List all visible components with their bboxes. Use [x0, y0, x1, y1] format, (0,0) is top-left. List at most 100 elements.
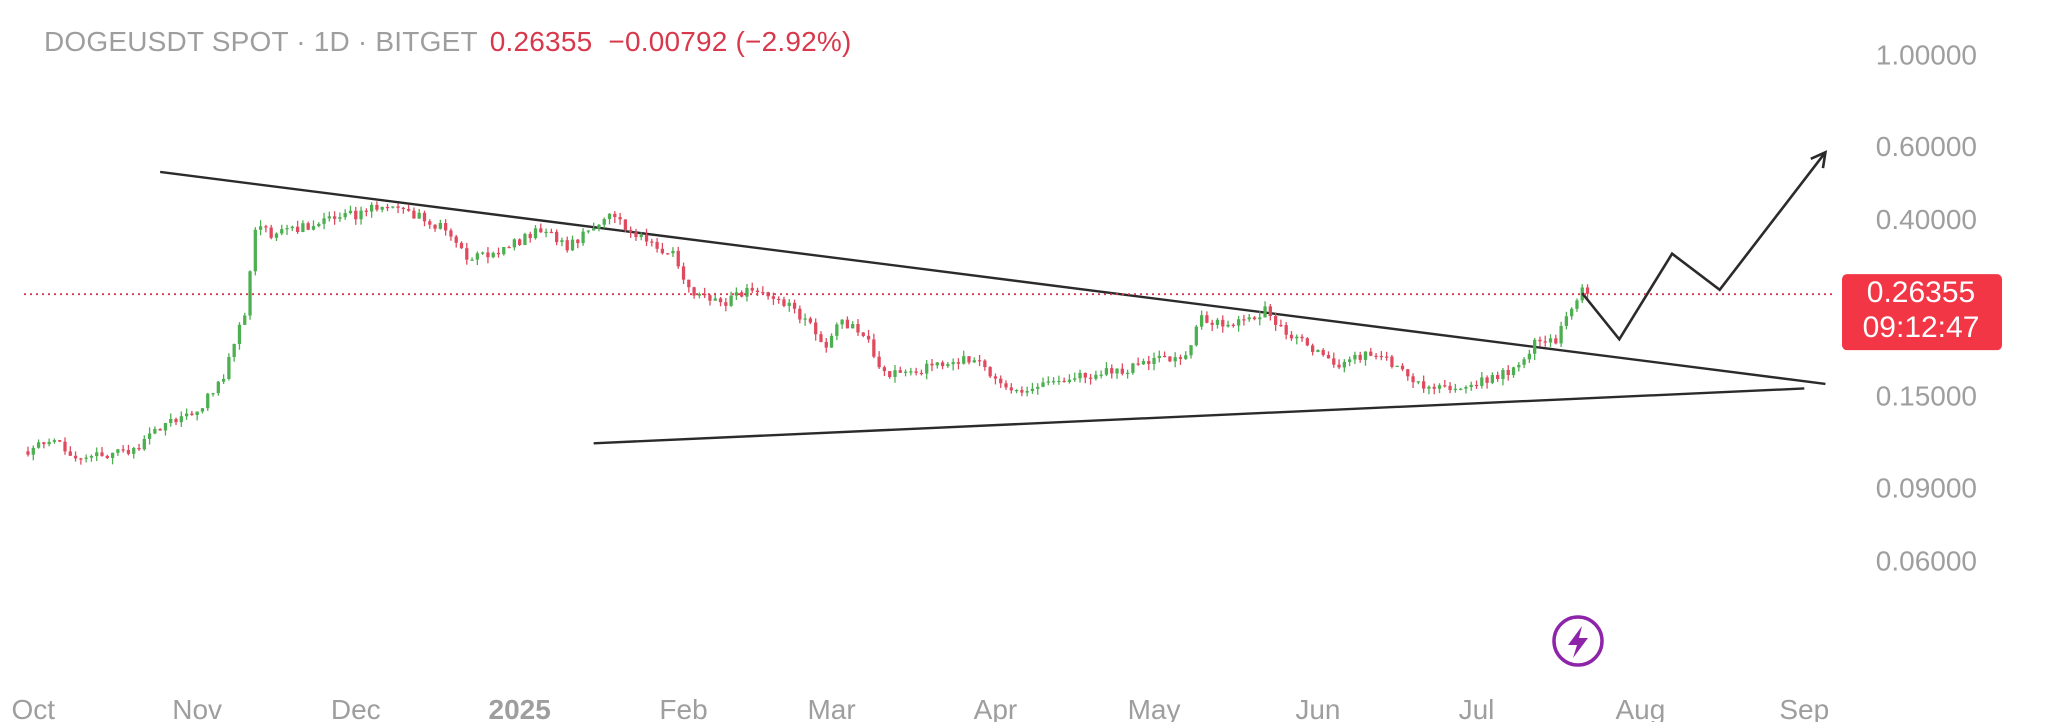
- candle: [882, 365, 887, 377]
- candle: [956, 358, 961, 370]
- y-tick-label: 0.60000: [1876, 131, 1977, 162]
- x-tick-label: Oct: [12, 694, 56, 722]
- candle: [1073, 372, 1077, 382]
- y-tick-label: 1.00000: [1876, 39, 1977, 70]
- candle: [629, 226, 633, 238]
- candle: [1522, 357, 1526, 369]
- candle: [258, 220, 263, 236]
- candle: [1305, 337, 1309, 347]
- x-tick-label: Dec: [331, 694, 381, 722]
- candle: [734, 287, 739, 300]
- candle: [174, 417, 178, 426]
- candle: [385, 203, 390, 212]
- candle: [84, 454, 88, 463]
- candle: [1284, 322, 1288, 340]
- candle: [761, 286, 765, 294]
- candle: [866, 329, 871, 343]
- candle: [369, 202, 374, 218]
- candle: [1110, 364, 1114, 379]
- x-tick-label: Jun: [1295, 694, 1340, 722]
- candle: [999, 375, 1003, 388]
- candle: [412, 207, 416, 219]
- lightning-bolt-icon[interactable]: [1552, 615, 1604, 667]
- candle: [406, 204, 411, 212]
- candle: [470, 257, 474, 261]
- candle: [792, 299, 797, 314]
- x-tick-label: Sep: [1779, 694, 1829, 722]
- candle: [1231, 323, 1235, 328]
- candle: [147, 427, 152, 445]
- lightning-button[interactable]: [1552, 615, 1604, 667]
- candle: [63, 437, 67, 455]
- candle: [428, 219, 432, 229]
- candle: [951, 358, 955, 371]
- candle: [1347, 356, 1352, 367]
- candle: [290, 225, 294, 231]
- candle: [47, 438, 51, 447]
- candle: [232, 343, 236, 362]
- candle: [221, 374, 226, 385]
- candle: [422, 210, 427, 227]
- last-price-badge-bg: [1842, 274, 2002, 351]
- x-tick-label: Jul: [1459, 694, 1495, 722]
- candle: [1517, 362, 1521, 372]
- candle: [750, 282, 754, 294]
- candle: [1501, 367, 1505, 386]
- candle: [359, 206, 363, 225]
- candle: [518, 238, 522, 246]
- candle: [332, 211, 337, 225]
- candle: [1263, 301, 1267, 318]
- candle: [1422, 375, 1426, 393]
- candle: [1062, 377, 1066, 383]
- last-price-badge-countdown: 09:12:47: [1863, 311, 1980, 344]
- candle: [317, 222, 321, 228]
- candle: [618, 212, 622, 225]
- candle: [560, 237, 564, 247]
- candle: [528, 231, 532, 243]
- candle: [676, 246, 680, 269]
- candle: [195, 411, 199, 421]
- candle: [930, 358, 934, 372]
- candle: [179, 411, 183, 427]
- candle: [1226, 320, 1230, 328]
- candle: [1030, 382, 1035, 394]
- candle: [1014, 389, 1019, 394]
- candle: [845, 316, 850, 329]
- projection-arrowhead: [1810, 150, 1828, 169]
- candle: [1125, 369, 1130, 379]
- candle: [581, 228, 585, 246]
- candle: [1046, 376, 1050, 386]
- candle: [1189, 345, 1193, 359]
- candle: [1406, 368, 1410, 381]
- candle: [1437, 383, 1442, 394]
- candle: [533, 225, 538, 240]
- candle: [666, 253, 670, 255]
- candle: [1469, 381, 1473, 391]
- candle: [1258, 311, 1262, 326]
- candle: [449, 228, 453, 241]
- candle: [1300, 334, 1304, 342]
- projection-path: [1581, 150, 1828, 342]
- candle: [89, 454, 94, 462]
- x-tick-label: Mar: [807, 694, 855, 722]
- candle: [274, 232, 279, 242]
- candle: [1215, 317, 1220, 329]
- candle: [496, 247, 501, 258]
- candle: [607, 213, 612, 225]
- candle: [354, 206, 358, 225]
- candle: [697, 292, 702, 299]
- x-tick-label: May: [1128, 694, 1181, 722]
- candle: [227, 353, 231, 381]
- candle: [1131, 362, 1135, 375]
- header-price: 0.26355: [489, 26, 593, 57]
- candle: [544, 228, 548, 238]
- candle: [1506, 365, 1510, 381]
- candle: [1210, 319, 1214, 332]
- candle: [1570, 307, 1574, 320]
- candle: [1009, 383, 1013, 394]
- candle: [1178, 354, 1183, 365]
- candle: [703, 287, 707, 299]
